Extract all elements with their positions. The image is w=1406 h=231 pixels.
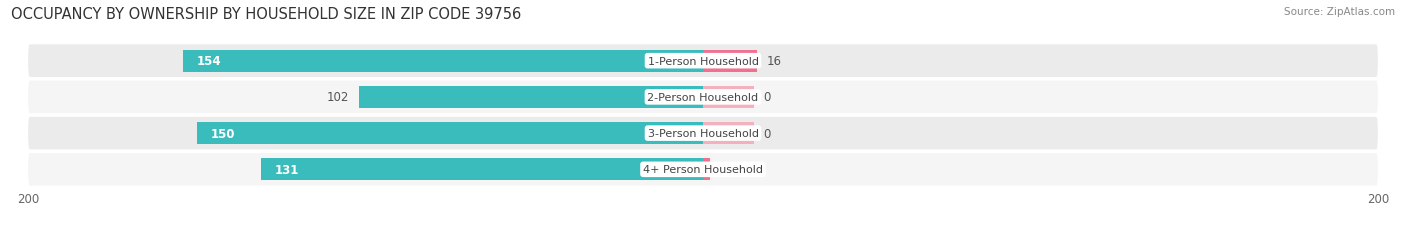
Text: 154: 154: [197, 55, 222, 68]
Bar: [183, 51, 703, 72]
FancyBboxPatch shape: [28, 117, 1378, 150]
FancyBboxPatch shape: [28, 45, 1378, 78]
Text: 102: 102: [326, 91, 349, 104]
Bar: [703, 87, 754, 108]
Text: 3-Person Household: 3-Person Household: [648, 128, 758, 139]
Text: 150: 150: [211, 127, 235, 140]
Text: 131: 131: [274, 163, 299, 176]
Bar: [703, 159, 710, 180]
FancyBboxPatch shape: [28, 153, 1378, 186]
Text: 0: 0: [763, 127, 770, 140]
Bar: [359, 87, 703, 108]
Text: 0: 0: [763, 91, 770, 104]
FancyBboxPatch shape: [28, 81, 1378, 114]
Text: 4+ Person Household: 4+ Person Household: [643, 165, 763, 175]
Bar: [703, 51, 756, 72]
Text: 16: 16: [768, 55, 782, 68]
Text: Source: ZipAtlas.com: Source: ZipAtlas.com: [1284, 7, 1395, 17]
Bar: [262, 159, 703, 180]
Bar: [703, 123, 754, 144]
Text: 2: 2: [720, 163, 727, 176]
Bar: [197, 123, 703, 144]
Text: OCCUPANCY BY OWNERSHIP BY HOUSEHOLD SIZE IN ZIP CODE 39756: OCCUPANCY BY OWNERSHIP BY HOUSEHOLD SIZE…: [11, 7, 522, 22]
Text: 2-Person Household: 2-Person Household: [647, 92, 759, 103]
Text: 1-Person Household: 1-Person Household: [648, 56, 758, 66]
